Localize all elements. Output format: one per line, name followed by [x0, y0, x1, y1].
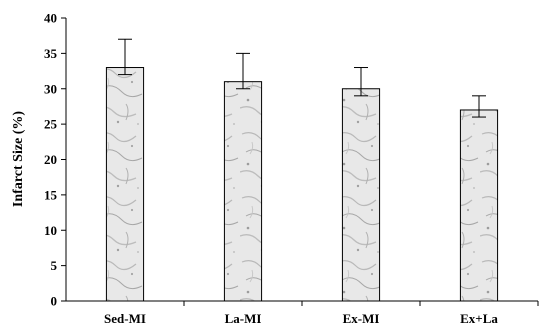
y-tick-label: 40 — [44, 11, 57, 26]
x-category-label: Ex-MI — [343, 311, 380, 326]
bar-la-mi — [223, 81, 263, 302]
y-tick-label: 20 — [44, 152, 57, 167]
bar-ex-mi — [341, 88, 381, 302]
x-category-label: Ex+La — [460, 311, 498, 326]
bar-ex-la — [459, 109, 499, 302]
y-tick-label: 30 — [44, 81, 57, 96]
x-category-label: La-MI — [225, 311, 262, 326]
y-tick-label: 5 — [51, 258, 58, 273]
y-tick-label: 10 — [44, 223, 57, 238]
y-tick-label: 25 — [44, 117, 58, 132]
y-axis-title: Infarct Size (%) — [11, 111, 26, 207]
bar-sed-mi — [105, 67, 145, 302]
y-tick-label: 15 — [44, 187, 58, 202]
x-category-label: Sed-MI — [104, 311, 146, 326]
y-tick-label: 35 — [44, 46, 58, 61]
y-tick-label: 0 — [51, 294, 58, 309]
